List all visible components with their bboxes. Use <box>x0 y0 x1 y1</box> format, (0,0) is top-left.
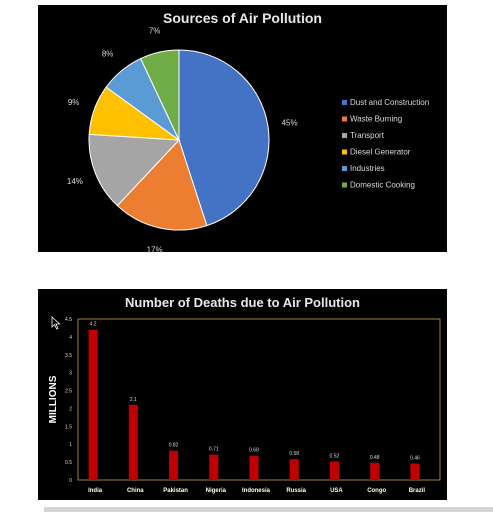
legend-swatch <box>342 182 347 188</box>
legend-entry: Domestic Cooking <box>350 181 415 190</box>
pie-data-label: 14% <box>67 177 83 186</box>
bar <box>370 462 380 480</box>
y-tick-label: 4.5 <box>65 317 72 323</box>
bar-chart-title: Number of Deaths due to Air Pollution <box>125 295 360 310</box>
legend-swatch <box>342 166 347 171</box>
y-tick-label: 2 <box>69 406 72 412</box>
bar <box>289 459 299 480</box>
y-tick-label: 2.5 <box>65 389 72 395</box>
pie-slice <box>140 49 180 141</box>
legend-swatch <box>342 100 347 105</box>
x-tick-label: Nigeria <box>206 488 227 494</box>
bar-value-label: 0.52 <box>330 453 340 459</box>
x-tick-label: Congo <box>367 488 386 494</box>
x-tick-label: Brazil <box>409 488 426 494</box>
bar <box>169 450 179 480</box>
bar-value-label: 2.1 <box>130 397 137 403</box>
y-tick-label: 0 <box>69 478 72 484</box>
bar <box>88 329 98 480</box>
mouse-pointer-icon <box>51 316 61 330</box>
x-tick-label: Indonesia <box>242 488 271 494</box>
pie-data-label: 7% <box>149 27 161 36</box>
x-tick-label: Pakistan <box>163 488 188 494</box>
y-axis-title: MILLIONS <box>48 375 59 423</box>
pie-data-label: 9% <box>68 98 80 107</box>
pie-slice <box>116 139 208 231</box>
legend-entry: Dust and Construction <box>350 98 429 107</box>
plot-area <box>77 318 441 481</box>
bar <box>128 404 138 480</box>
footer-bar <box>44 507 493 512</box>
legend-entry: Waste Burning <box>350 115 402 124</box>
pie-data-label: 8% <box>102 50 114 59</box>
bar-value-label: 0.58 <box>289 451 299 457</box>
legend-entry: Diesel Generator <box>350 148 411 157</box>
y-tick-label: 1 <box>69 442 72 448</box>
bar-value-label: 0.48 <box>370 455 380 461</box>
x-tick-label: Russia <box>286 488 306 494</box>
pie-chart-panel: Sources of Air Pollution 45% 17% 14% 9% 8% 7%… <box>38 5 447 255</box>
bar-value-label: 4.2 <box>90 322 97 328</box>
legend-entry: Industries <box>350 164 385 173</box>
pie-slice <box>88 133 181 207</box>
bar-chart: 0 0.5 1 1.5 2 2.5 3 3.5 4 4.5 MILLIONS 4.2 India 2.1 C… <box>48 317 441 494</box>
pie-slice <box>178 49 270 227</box>
pie-chart: 45% 17% 14% 9% 8% 7% Dust and Construction Wast… <box>67 27 429 255</box>
legend-swatch <box>342 133 347 138</box>
bar-value-label: 0.71 <box>209 447 219 453</box>
bar <box>249 455 259 480</box>
y-tick-label: 3 <box>69 371 72 377</box>
pie-chart-title: Sources of Air Pollution <box>163 10 322 26</box>
bar <box>329 461 339 480</box>
bar-value-label: 0.46 <box>410 456 420 462</box>
y-tick-label: 3.5 <box>65 353 72 359</box>
bar <box>410 463 420 480</box>
legend-swatch <box>342 116 347 122</box>
x-tick-label: India <box>88 488 103 494</box>
bar-value-label: 0.68 <box>249 448 259 454</box>
pie-data-label: 45% <box>282 119 298 128</box>
pie-data-label: 17% <box>147 245 163 254</box>
y-tick-label: 4 <box>69 335 72 341</box>
bar <box>209 454 219 480</box>
y-tick-label: 1.5 <box>65 424 72 430</box>
legend-entry: Transport <box>350 131 385 140</box>
x-tick-label: USA <box>330 488 343 494</box>
x-tick-label: China <box>127 488 144 494</box>
y-tick-label: 0.5 <box>65 460 72 466</box>
legend-swatch <box>342 149 347 155</box>
bar-value-label: 0.82 <box>169 443 179 449</box>
